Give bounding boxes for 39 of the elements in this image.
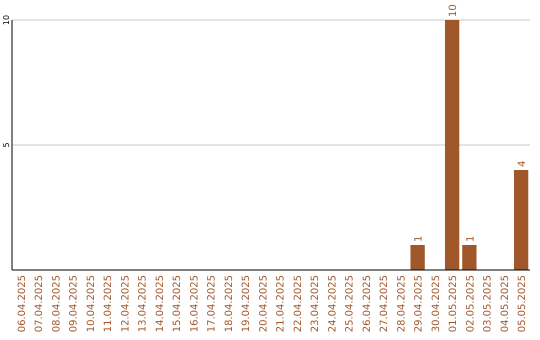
bar	[462, 245, 477, 270]
x-tick-label: 16.04.2025	[189, 275, 200, 332]
data-label: 4	[517, 160, 528, 167]
x-tick-label: 14.04.2025	[154, 275, 166, 332]
x-tick-label: 11.04.2025	[103, 275, 114, 332]
x-tick-label: 23.04.2025	[310, 275, 322, 332]
bar	[444, 20, 460, 270]
x-tick-label: 22.04.2025	[292, 275, 304, 332]
x-tick-label: 08.04.2025	[51, 275, 62, 332]
bar	[514, 170, 528, 270]
data-label: 10	[448, 4, 460, 17]
x-tick-label: 07.04.2025	[34, 275, 46, 332]
x-tick-label: 13.04.2025	[138, 275, 149, 332]
x-tick-label: 01.05.2025	[448, 275, 460, 332]
x-tick-label: 26.04.2025	[362, 275, 373, 332]
x-tick-label: 17.04.2025	[206, 275, 218, 332]
x-tick-label: 10.04.2025	[86, 275, 97, 332]
x-tick-label: 03.05.2025	[482, 275, 494, 332]
x-tick-label: 02.05.2025	[465, 275, 476, 332]
x-tick-label: 27.04.2025	[379, 275, 390, 332]
x-tick-label: 28.04.2025	[396, 275, 408, 332]
x-tick-label: 18.04.2025	[224, 275, 235, 332]
bar	[410, 245, 425, 270]
x-tick-label: 25.04.2025	[344, 275, 356, 332]
x-tick-label: 24.04.2025	[327, 275, 338, 332]
x-tick-label: 04.05.2025	[500, 275, 511, 332]
x-tick-label: 09.04.2025	[68, 275, 80, 332]
x-tick-label: 06.04.2025	[16, 275, 28, 332]
x-tick-label: 05.05.2025	[517, 275, 528, 332]
x-tick-label: 12.04.2025	[120, 275, 132, 332]
x-tick-label: 20.04.2025	[258, 275, 270, 332]
data-label: 1	[465, 236, 476, 242]
y-tick-label: 5	[2, 142, 11, 148]
x-tick-label: 15.04.2025	[172, 275, 184, 332]
x-tick-label: 21.04.2025	[276, 275, 287, 332]
x-tick-label: 29.04.2025	[414, 275, 425, 332]
data-label: 1	[414, 236, 425, 242]
x-tick-label: 19.04.2025	[241, 275, 252, 332]
x-tick-label: 30.04.2025	[430, 275, 442, 332]
